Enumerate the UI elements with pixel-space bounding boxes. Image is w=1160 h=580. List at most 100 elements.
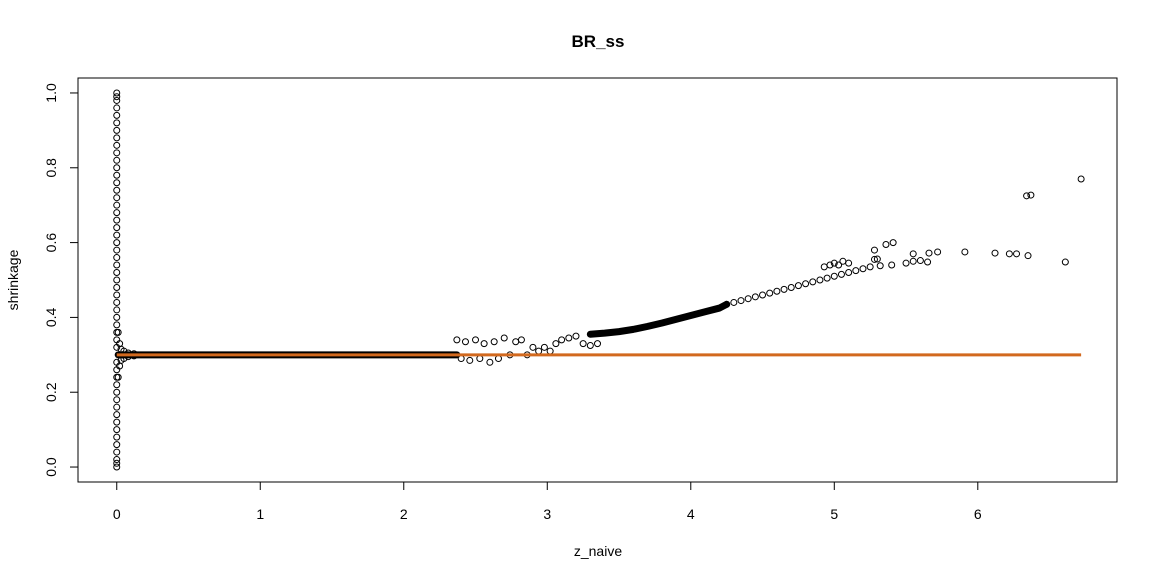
data-point <box>889 239 897 247</box>
data-point <box>113 381 121 389</box>
data-point <box>113 89 121 97</box>
data-point <box>830 259 838 267</box>
data-point <box>991 249 999 257</box>
data-point <box>546 347 554 355</box>
data-point <box>1023 192 1031 200</box>
data-point <box>826 261 834 269</box>
x-tick-label: 4 <box>687 506 695 522</box>
data-point <box>882 240 890 248</box>
x-tick-label: 6 <box>974 506 982 522</box>
data-point <box>113 254 121 262</box>
data-point <box>961 248 969 256</box>
data-point <box>113 93 121 101</box>
data-point <box>744 295 752 303</box>
data-point <box>835 261 843 269</box>
data-point <box>558 336 566 344</box>
data-point <box>113 418 121 426</box>
data-point <box>870 255 878 263</box>
data-point <box>113 224 121 232</box>
data-point <box>486 358 494 366</box>
data-point <box>113 156 121 164</box>
data-point <box>1024 252 1032 260</box>
data-point <box>1061 258 1069 266</box>
x-tick-label: 0 <box>113 506 121 522</box>
data-point <box>787 283 795 291</box>
data-point <box>845 269 853 277</box>
data-point <box>759 291 767 299</box>
dense-point-band <box>586 300 731 338</box>
data-point <box>476 355 484 363</box>
data-point <box>113 291 121 299</box>
x-tick-label: 2 <box>400 506 408 522</box>
data-point <box>934 248 942 256</box>
data-point <box>113 209 121 217</box>
data-point <box>751 293 759 301</box>
data-point <box>773 287 781 295</box>
data-point <box>572 332 580 340</box>
data-point <box>113 411 121 419</box>
data-point <box>113 141 121 149</box>
data-point <box>113 321 121 329</box>
y-axis-title: shrinkage <box>5 249 21 310</box>
x-tick-label: 1 <box>256 506 264 522</box>
data-point <box>723 300 731 308</box>
x-axis-title: z_naive <box>574 543 622 559</box>
data-point <box>472 336 480 344</box>
data-point <box>517 336 525 344</box>
data-point <box>113 276 121 284</box>
data-point <box>552 340 560 348</box>
data-point <box>866 263 874 271</box>
data-point <box>113 441 121 449</box>
data-point <box>766 289 774 297</box>
data-point <box>113 231 121 239</box>
data-point <box>565 334 573 342</box>
data-point <box>925 249 933 257</box>
data-point <box>113 164 121 172</box>
data-point <box>113 134 121 142</box>
x-tick-label: 5 <box>830 506 838 522</box>
data-point <box>888 261 896 269</box>
data-point <box>873 255 881 263</box>
data-point <box>845 259 853 267</box>
y-tick-label: 0.2 <box>43 382 59 402</box>
data-point <box>823 274 831 282</box>
data-point <box>113 459 121 467</box>
data-point <box>594 340 601 348</box>
data-point <box>830 272 838 280</box>
data-point <box>852 267 860 275</box>
data-point <box>461 338 469 346</box>
data-point <box>902 259 910 267</box>
y-axis: 0.0 0.2 0.4 0.6 0.8 1.0 <box>43 83 79 477</box>
data-point <box>114 373 122 381</box>
scatter-points <box>113 89 1085 471</box>
data-point <box>529 343 537 351</box>
data-point <box>113 186 121 194</box>
data-point <box>113 179 121 187</box>
data-point <box>113 298 121 306</box>
data-point <box>113 119 121 127</box>
data-point <box>113 388 121 396</box>
data-point <box>113 403 121 411</box>
data-point <box>480 340 488 348</box>
y-tick-label: 0.8 <box>43 158 59 178</box>
data-point <box>837 270 845 278</box>
data-point <box>113 194 121 202</box>
data-point <box>113 126 121 134</box>
data-point <box>113 426 121 434</box>
data-point <box>1013 250 1021 258</box>
data-point <box>457 355 465 363</box>
y-tick-label: 0.0 <box>43 457 59 477</box>
data-point <box>113 306 121 314</box>
data-point <box>512 338 520 346</box>
data-point <box>730 298 738 306</box>
dense-point-bands <box>114 300 731 359</box>
data-point <box>113 216 121 224</box>
data-point <box>802 280 810 288</box>
data-point <box>839 257 847 265</box>
data-point <box>816 276 824 284</box>
data-point <box>1005 250 1013 258</box>
y-tick-label: 1.0 <box>43 83 59 103</box>
data-point <box>586 341 594 349</box>
chart-title: BR_ss <box>572 32 625 51</box>
